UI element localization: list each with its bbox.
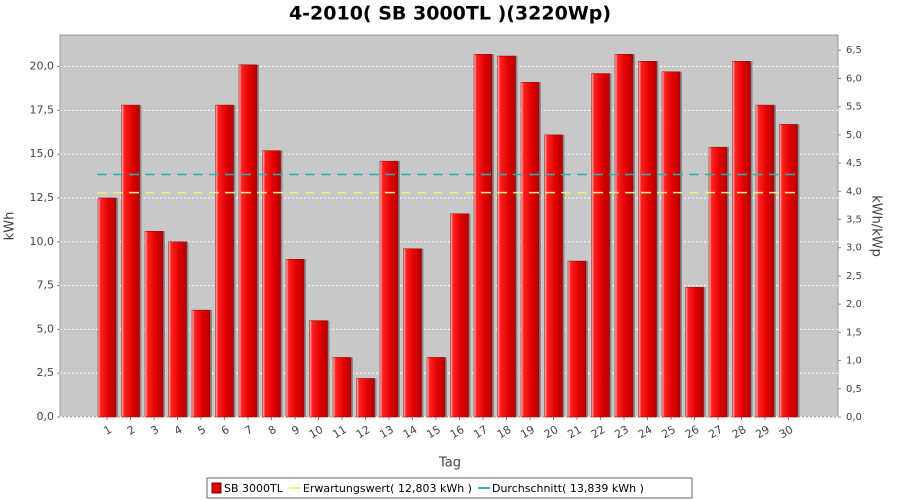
x-tick-label: 28 [730, 423, 749, 441]
legend-swatch [211, 482, 222, 494]
bar [450, 213, 469, 418]
plot-area [59, 34, 839, 418]
x-tick-label: 18 [495, 423, 514, 441]
bar [191, 309, 211, 418]
y-tick-label: 0,0 [37, 410, 55, 423]
x-tick-label: 24 [636, 423, 655, 441]
bar [544, 134, 563, 418]
x-tick-label: 26 [683, 423, 702, 441]
y2-tick-label: 6,5 [846, 45, 862, 56]
bar [708, 146, 728, 418]
y2-tick-label: 4,0 [846, 186, 862, 197]
bar [309, 320, 328, 418]
x-tick-label: 22 [589, 423, 608, 441]
x-tick-label: 15 [424, 423, 443, 441]
bar [473, 54, 493, 418]
bar [755, 104, 775, 418]
x-tick-label: 21 [565, 423, 584, 441]
y2-axis-title: kWh/kWp [869, 195, 884, 257]
y-axis-title: kWh [3, 212, 18, 241]
bar [168, 241, 187, 418]
y2-tick-label: 6,0 [846, 73, 862, 84]
bar [144, 231, 164, 418]
y2-tick-label: 1,5 [846, 327, 862, 338]
bar [732, 61, 751, 418]
legend-label: Durchschnitt( 13,839 kWh ) [492, 482, 644, 495]
x-tick-label: 27 [706, 423, 725, 441]
y-tick-label: 5,0 [37, 322, 55, 335]
y-tick-label: 12,5 [30, 191, 55, 204]
chart-title: 4-2010( SB 3000TL )(3220Wp) [289, 3, 611, 25]
bar [403, 248, 422, 418]
x-tick-label: 1 [101, 423, 114, 438]
y-tick-label: 2,5 [37, 366, 55, 379]
bar [121, 104, 140, 418]
x-tick-label: 30 [777, 423, 796, 441]
y-tick-label: 7,5 [37, 279, 55, 292]
y-tick-label: 20,0 [30, 60, 55, 73]
y2-tick-label: 0,5 [846, 384, 862, 395]
bar [520, 82, 540, 418]
x-tick-label: 29 [753, 423, 772, 441]
x-tick-label: 5 [195, 423, 208, 438]
bar [332, 357, 352, 418]
y2-tick-label: 5,0 [846, 130, 862, 141]
bar [97, 197, 117, 418]
y-tick-label: 17,5 [30, 103, 55, 116]
y-tick-label: 15,0 [30, 147, 55, 160]
x-tick-label: 6 [219, 423, 232, 438]
y2-tick-label: 2,0 [846, 299, 862, 310]
x-tick-label: 11 [330, 423, 349, 441]
x-tick-label: 3 [148, 423, 161, 438]
y2-tick-label: 2,5 [846, 271, 862, 282]
x-tick-label: 7 [242, 423, 255, 438]
x-tick-label: 12 [354, 423, 373, 441]
x-tick-label: 25 [659, 423, 678, 441]
bar [379, 160, 399, 418]
bar [285, 259, 305, 418]
bar [614, 54, 634, 418]
bar [262, 150, 281, 418]
y2-tick-label: 0,0 [846, 412, 862, 423]
bar [638, 61, 657, 418]
bar [356, 378, 375, 418]
legend [206, 477, 693, 499]
bar [779, 124, 798, 418]
y2-tick-label: 3,5 [846, 215, 862, 226]
bar [497, 55, 516, 418]
y2-tick-label: 3,0 [846, 243, 862, 254]
bar [238, 64, 258, 418]
x-tick-label: 13 [377, 423, 396, 441]
y2-tick-label: 5,5 [846, 102, 862, 113]
legend-label: Erwartungswert( 12,803 kWh ) [303, 482, 472, 495]
x-tick-label: 20 [542, 423, 561, 441]
x-tick-label: 17 [471, 423, 490, 441]
y2-tick-label: 1,0 [846, 356, 862, 367]
x-tick-label: 9 [289, 423, 302, 438]
bar [661, 71, 681, 418]
x-tick-label: 23 [612, 423, 631, 441]
y2-tick-label: 4,5 [846, 158, 862, 169]
x-tick-label: 19 [518, 423, 537, 441]
x-tick-label: 2 [125, 423, 138, 438]
x-axis-title: Tag [438, 456, 461, 471]
x-tick-label: 4 [172, 423, 185, 438]
bar [215, 104, 234, 418]
y-tick-label: 10,0 [30, 235, 55, 248]
legend-label: SB 3000TL [224, 482, 284, 495]
bar [426, 357, 446, 418]
x-tick-label: 14 [401, 423, 420, 441]
x-tick-label: 16 [448, 423, 467, 441]
bar [567, 260, 587, 418]
x-tick-label: 8 [266, 423, 279, 438]
x-tick-label: 10 [307, 423, 326, 441]
bar [591, 73, 610, 418]
bar [685, 287, 704, 418]
